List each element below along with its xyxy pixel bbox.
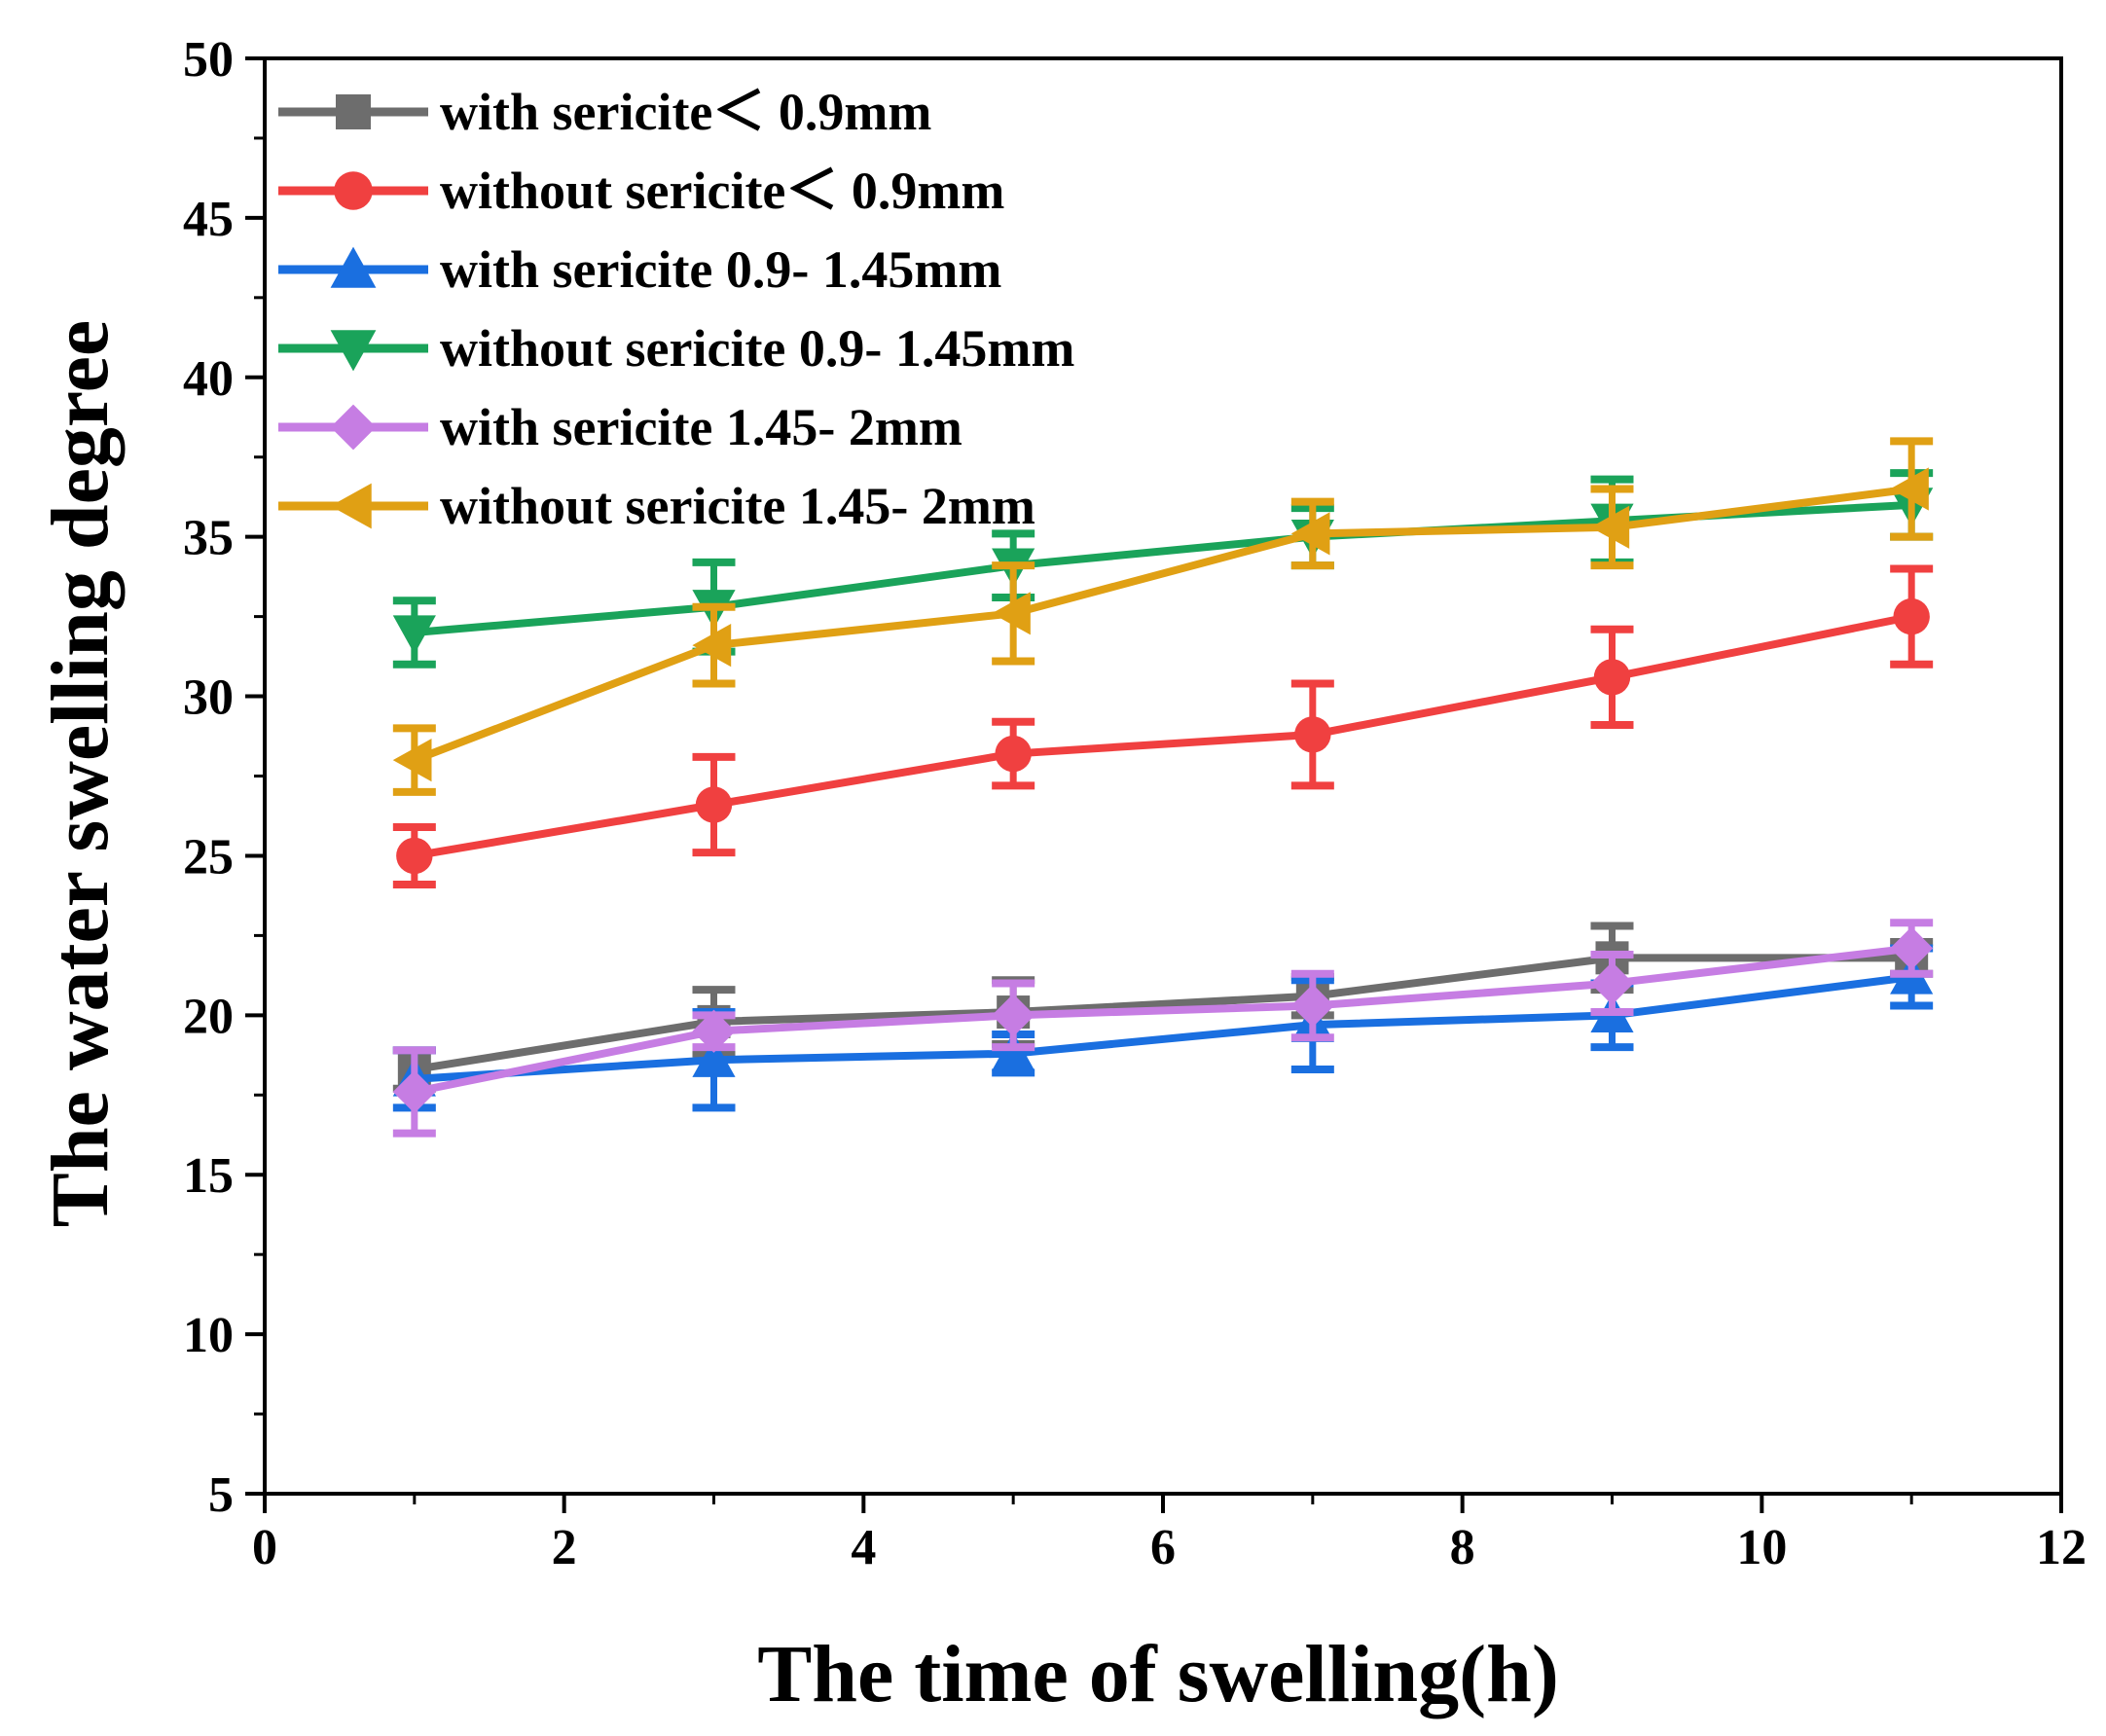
legend-label: without sericite＜ 0.9mm bbox=[440, 162, 1004, 220]
data-point bbox=[992, 592, 1031, 635]
legend-swatch-marker bbox=[330, 404, 377, 451]
x-tick-label: 6 bbox=[1150, 1520, 1176, 1575]
x-tick-label: 2 bbox=[552, 1520, 577, 1575]
y-tick-label: 20 bbox=[183, 989, 234, 1044]
y-tick-label: 40 bbox=[183, 351, 234, 407]
legend-label: without sericite 0.9- 1.45mm bbox=[440, 319, 1074, 378]
legend-swatch-marker bbox=[330, 483, 372, 529]
data-point bbox=[1290, 984, 1334, 1028]
axis-ticks: 0 2 4 6 8 10 12 5 10 15 20 25 30 35 40 45 50 bbox=[183, 32, 2087, 1575]
data-point bbox=[1893, 597, 1930, 635]
x-tick-label: 10 bbox=[1736, 1520, 1787, 1575]
series-5 bbox=[392, 919, 1934, 1138]
y-axis-title: The water swelling degree bbox=[35, 320, 126, 1227]
series-layer bbox=[392, 437, 1934, 1138]
data-point bbox=[1294, 716, 1331, 753]
data-point bbox=[1590, 961, 1634, 1005]
series-3 bbox=[392, 944, 1934, 1112]
legend-entry: without sericite＜ 0.9mm bbox=[278, 162, 1004, 220]
data-point bbox=[992, 994, 1035, 1037]
data-point bbox=[1890, 467, 1929, 511]
data-point bbox=[1890, 926, 1934, 970]
legend-label: with sericite 0.9- 1.45mm bbox=[440, 240, 1001, 299]
legend-entry: without sericite 1.45- 2mm bbox=[278, 477, 1035, 535]
data-point bbox=[692, 1038, 736, 1077]
data-point bbox=[1590, 505, 1630, 549]
data-point bbox=[692, 1009, 736, 1053]
y-tick-label: 15 bbox=[183, 1148, 234, 1204]
legend-entry: with sericite＜ 0.9mm bbox=[278, 83, 931, 141]
data-point bbox=[995, 735, 1032, 773]
data-point bbox=[392, 615, 436, 655]
data-point bbox=[695, 786, 733, 823]
series-line bbox=[414, 954, 1912, 1074]
x-axis-title: The time of swelling(h) bbox=[757, 1629, 1559, 1719]
legend: with sericite＜ 0.9mm without sericite＜ 0.… bbox=[278, 83, 1074, 535]
y-tick-label: 35 bbox=[183, 511, 234, 566]
data-point bbox=[392, 1069, 436, 1114]
x-tick-label: 4 bbox=[851, 1520, 876, 1575]
legend-swatch-marker bbox=[330, 246, 377, 288]
data-point bbox=[692, 624, 732, 668]
data-point bbox=[992, 1031, 1035, 1071]
series-2 bbox=[392, 564, 1934, 888]
legend-label: without sericite 1.45- 2mm bbox=[440, 477, 1035, 535]
data-point bbox=[1593, 659, 1631, 696]
series-line bbox=[413, 485, 1912, 764]
data-point bbox=[396, 837, 433, 875]
y-tick-label: 25 bbox=[183, 829, 234, 885]
legend-swatch-marker bbox=[330, 330, 377, 372]
x-tick-label: 8 bbox=[1450, 1520, 1475, 1575]
legend-swatch-marker bbox=[334, 171, 373, 210]
data-point bbox=[1290, 512, 1330, 556]
legend-label: with sericite 1.45- 2mm bbox=[440, 398, 962, 456]
legend-entry: with sericite 0.9- 1.45mm bbox=[278, 240, 1001, 299]
y-tick-label: 50 bbox=[183, 32, 234, 88]
y-tick-label: 30 bbox=[183, 670, 234, 726]
legend-label: with sericite＜ 0.9mm bbox=[440, 83, 931, 141]
x-tick-label: 0 bbox=[252, 1520, 277, 1575]
x-tick-label: 12 bbox=[2036, 1520, 2087, 1575]
series-6 bbox=[392, 437, 1934, 796]
series-line bbox=[414, 973, 1912, 1083]
y-tick-label: 45 bbox=[183, 192, 234, 247]
legend-swatch-marker bbox=[336, 94, 371, 129]
y-tick-label: 5 bbox=[208, 1467, 234, 1523]
legend-entry: with sericite 1.45- 2mm bbox=[278, 398, 962, 456]
series-line bbox=[414, 612, 1912, 860]
legend-entry: without sericite 0.9- 1.45mm bbox=[278, 319, 1074, 378]
y-tick-label: 10 bbox=[183, 1308, 234, 1363]
data-point bbox=[392, 739, 432, 782]
series-line bbox=[414, 944, 1912, 1096]
